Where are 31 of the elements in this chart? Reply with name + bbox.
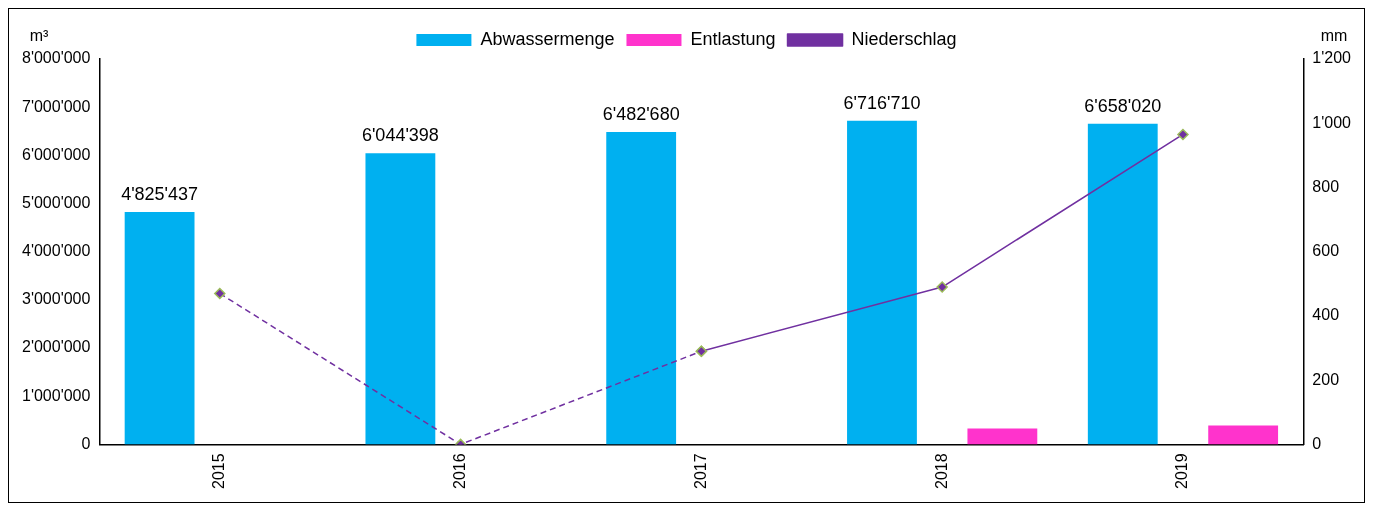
- y2-tick-label: 0: [1312, 434, 1322, 452]
- y-tick-label: 3'000'000: [21, 290, 91, 308]
- y-axis-title: m³: [29, 27, 49, 45]
- legend-label: Abwassermenge: [480, 28, 615, 49]
- data-label: 6'482'680: [602, 104, 680, 125]
- x-tick-label: 2015: [210, 453, 228, 489]
- legend-label: Niederschlag: [851, 28, 957, 49]
- data-label: 6'044'398: [361, 125, 439, 146]
- y-tick-label: 1'000'000: [21, 386, 91, 404]
- x-tick-label: 2018: [932, 453, 950, 489]
- y-tick-label: 6'000'000: [21, 145, 91, 163]
- y-tick-label: 4'000'000: [21, 242, 91, 260]
- data-label: 4'825'437: [121, 183, 199, 204]
- y-tick-label: 2'000'000: [21, 338, 91, 356]
- data-label: 6'716'710: [843, 92, 921, 113]
- x-tick-label: 2019: [1173, 453, 1191, 489]
- y2-tick-label: 800: [1312, 177, 1340, 195]
- y2-tick-label: 1'000: [1312, 113, 1352, 131]
- data-label: 6'658'020: [1084, 95, 1162, 116]
- y2-tick-label: 1'200: [1312, 49, 1352, 67]
- y-tick-label: 5'000'000: [21, 193, 91, 211]
- y-tick-label: 8'000'000: [21, 49, 91, 67]
- legend-label: Entlastung: [690, 28, 776, 49]
- y2-tick-label: 200: [1312, 370, 1340, 388]
- y-tick-label: 0: [81, 434, 91, 452]
- y2-axis-title: mm: [1320, 27, 1348, 45]
- x-tick-label: 2016: [450, 453, 468, 489]
- y-tick-label: 7'000'000: [21, 97, 91, 115]
- y2-tick-label: 400: [1312, 306, 1340, 324]
- y2-tick-label: 600: [1312, 242, 1340, 260]
- x-tick-label: 2017: [691, 453, 709, 489]
